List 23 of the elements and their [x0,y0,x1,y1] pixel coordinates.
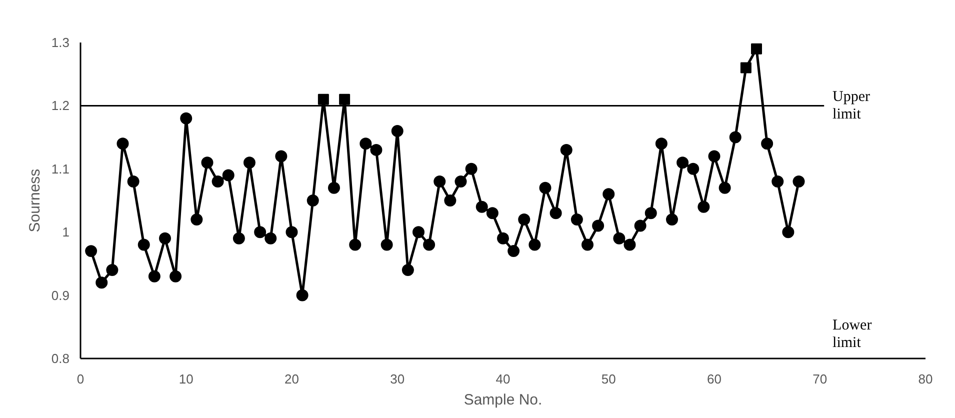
y-tick-label: 1.3 [51,35,70,50]
y-tick-label: 1 [62,224,70,240]
y-tick-label: 0.8 [51,351,70,366]
x-tick-label: 40 [496,372,510,386]
x-tick-label: 30 [390,372,405,386]
x-axis-title: Sample No. [464,392,542,408]
point [339,94,350,105]
ref-line-label: Upper limit [832,88,870,122]
x-tick-label: 0 [76,372,84,386]
y-tick-label: 1.1 [51,161,70,176]
x-tick-label: 10 [178,372,194,386]
point [318,94,329,105]
annotation: Lower limit [832,317,872,351]
x-tick-label: 80 [918,372,933,386]
y-axis-title: Sourness [26,168,44,232]
x-tick-label: 50 [601,372,616,386]
y-tick-label: 1.2 [51,98,70,114]
x-tick-label: 60 [707,372,722,386]
point [740,62,752,74]
x-tick-label: 20 [284,372,299,386]
point [751,43,762,54]
y-tick-label: 0.9 [51,288,70,303]
x-tick-label: 70 [812,372,828,386]
